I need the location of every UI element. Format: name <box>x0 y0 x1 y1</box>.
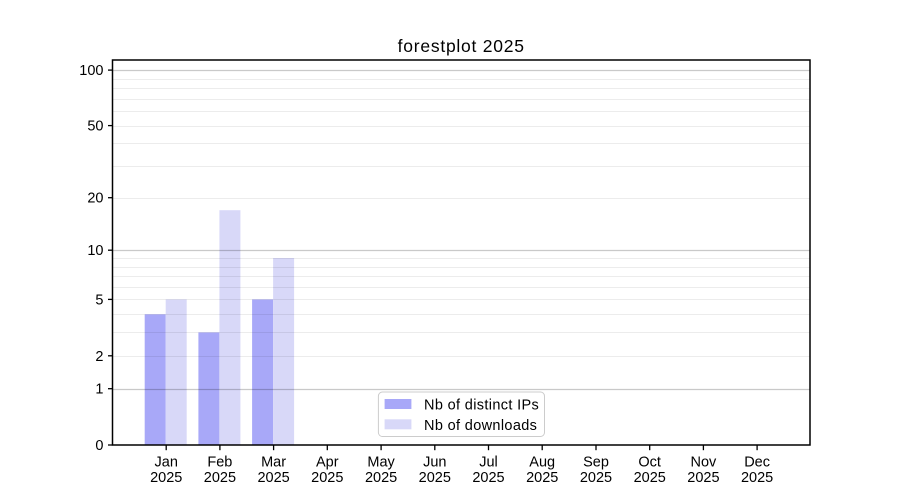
svg-text:Oct: Oct <box>638 454 661 470</box>
svg-text:Feb: Feb <box>207 454 232 470</box>
svg-text:Nov: Nov <box>691 454 718 470</box>
svg-text:2025: 2025 <box>419 470 451 486</box>
svg-text:Mar: Mar <box>261 454 286 470</box>
svg-text:2025: 2025 <box>472 470 504 486</box>
svg-text:May: May <box>367 454 395 470</box>
svg-text:Sep: Sep <box>583 454 609 470</box>
svg-text:Dec: Dec <box>744 454 770 470</box>
svg-text:2: 2 <box>95 349 103 365</box>
svg-text:Aug: Aug <box>529 454 555 470</box>
svg-text:Jun: Jun <box>423 454 446 470</box>
svg-text:10: 10 <box>87 243 103 259</box>
svg-text:1: 1 <box>95 382 103 398</box>
svg-text:Nb of distinct IPs: Nb of distinct IPs <box>424 397 539 413</box>
svg-text:2025: 2025 <box>150 470 182 486</box>
svg-text:Nb of downloads: Nb of downloads <box>424 418 537 434</box>
svg-text:forestplot 2025: forestplot 2025 <box>398 36 525 56</box>
svg-text:0: 0 <box>95 438 103 454</box>
svg-text:50: 50 <box>87 119 103 135</box>
svg-text:20: 20 <box>87 191 103 207</box>
svg-text:2025: 2025 <box>257 470 289 486</box>
svg-text:2025: 2025 <box>526 470 558 486</box>
svg-text:100: 100 <box>79 63 103 79</box>
svg-text:2025: 2025 <box>204 470 236 486</box>
svg-text:2025: 2025 <box>741 470 773 486</box>
svg-text:5: 5 <box>95 292 103 308</box>
svg-text:2025: 2025 <box>365 470 397 486</box>
svg-text:2025: 2025 <box>311 470 343 486</box>
svg-text:Jan: Jan <box>155 454 178 470</box>
svg-text:2025: 2025 <box>580 470 612 486</box>
svg-text:2025: 2025 <box>687 470 719 486</box>
svg-text:Apr: Apr <box>316 454 339 470</box>
svg-text:2025: 2025 <box>634 470 666 486</box>
svg-text:Jul: Jul <box>479 454 498 470</box>
